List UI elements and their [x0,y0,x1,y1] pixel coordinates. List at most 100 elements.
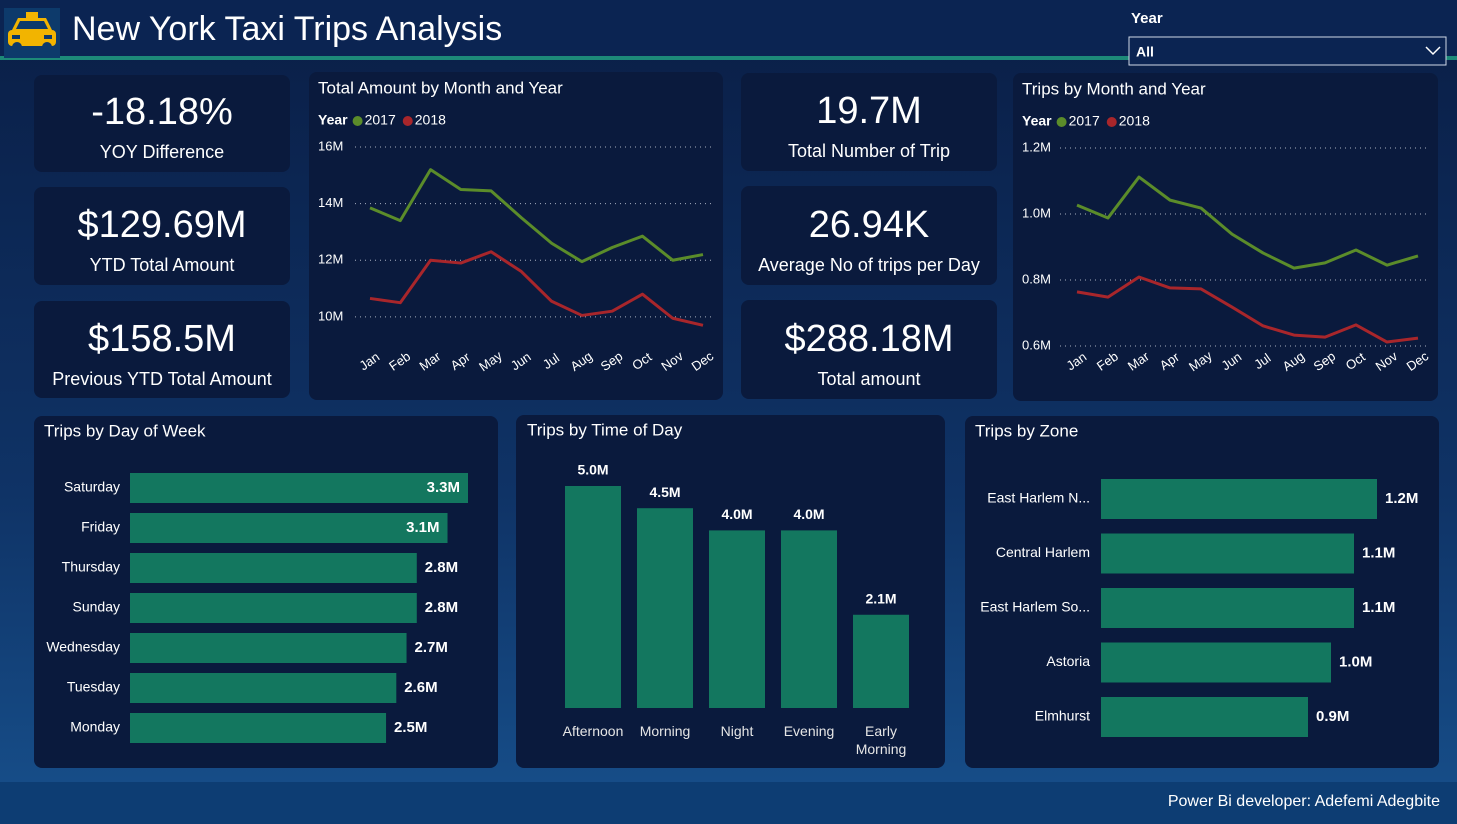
data-label: 3.3M [427,479,460,496]
data-label: 1.2M [1385,490,1418,507]
kpi-card [34,187,290,285]
bar [1101,642,1331,683]
kpi-label: YOY Difference [100,142,224,162]
legend-swatch [352,116,363,126]
y-tick-label: 14M [318,195,343,210]
taxi-icon [4,8,60,58]
bar [1101,533,1354,574]
bar [565,486,621,708]
y-tick-label: Monday [70,719,120,735]
footer-bar [0,782,1457,824]
y-tick-label: Central Harlem [996,544,1090,560]
legend-title: Year [1022,113,1052,129]
line-series [1076,175,1419,270]
bar [637,508,693,708]
chart-title: Trips by Zone [975,421,1078,440]
slicer-box[interactable] [1128,36,1447,66]
kpi-label: Previous YTD Total Amount [52,369,271,389]
line-series [1076,275,1419,344]
y-tick-label: Friday [81,519,120,535]
y-tick-label: 16M [318,138,343,153]
y-tick-label: East Harlem N... [987,490,1090,506]
legend-swatch [1056,117,1067,127]
x-tick-label: Morning [639,723,691,739]
bar [130,713,387,743]
bar [130,633,407,663]
legend-label: 2017 [365,112,396,128]
bar [130,593,417,623]
kpi-value: 19.7M [816,90,922,132]
y-tick-label: 12M [318,252,343,267]
data-label: 2.1M [865,590,896,606]
y-tick-label: Wednesday [46,639,120,655]
y-tick-label: East Harlem So... [980,599,1090,615]
slicer-chevron[interactable] [1425,46,1441,56]
kpi-card [741,186,997,285]
chart-panel [309,72,723,400]
data-label: 1.0M [1339,653,1372,670]
legend-label: 2017 [1069,113,1100,129]
kpi-label: Total amount [817,369,920,389]
bar [709,530,765,708]
data-label: 2.5M [394,719,427,736]
chart-title: Trips by Day of Week [44,421,206,440]
y-tick-label: Tuesday [67,679,120,695]
chart-panel [1013,73,1438,401]
bar [130,513,448,543]
kpi-card [741,300,997,399]
x-tick-label: Early Morning [855,723,907,757]
bar [781,530,837,708]
y-tick-label: 10M [318,308,343,323]
kpi-value: $288.18M [784,318,953,360]
data-label: 2.8M [425,599,458,616]
chart-title: Trips by Month and Year [1022,79,1206,98]
data-label: 4.0M [721,506,752,522]
legend-swatch [1106,117,1117,127]
data-label: 1.1M [1362,544,1395,561]
year-slicer[interactable]: All [1128,36,1447,66]
bar [1101,697,1308,737]
legend-swatch [402,116,413,126]
dashboard-title: New York Taxi Trips Analysis [72,10,502,48]
slicer-label: Year [1131,10,1163,27]
data-label: 4.5M [649,484,680,500]
kpi-card [34,301,290,398]
y-tick-label: 0.6M [1022,337,1051,352]
x-tick-label: Evening [783,723,835,739]
bar [130,553,417,583]
y-tick-label: 1.0M [1022,205,1051,220]
kpi-label: Total Number of Trip [788,141,950,161]
kpi-label: YTD Total Amount [90,255,235,275]
data-label: 3.1M [406,519,439,536]
kpi-value: -18.18% [91,91,233,133]
data-label: 2.7M [415,639,448,656]
bar [1101,479,1377,519]
data-label: 1.1M [1362,599,1395,616]
data-label: 5.0M [577,462,608,478]
data-label: 2.8M [425,559,458,576]
y-tick-label: Thursday [62,559,120,575]
kpi-card [34,75,290,172]
y-tick-label: 0.8M [1022,271,1051,286]
x-tick-label: Afternoon [562,723,624,739]
chart-title: Total Amount by Month and Year [318,78,563,97]
kpi-card [741,73,997,171]
x-tick-label: Night [720,723,754,739]
data-label: 2.6M [404,679,437,696]
legend-title: Year [318,112,348,128]
bar [130,473,468,503]
footer-credit: Power Bi developer: Adefemi Adegbite [1168,793,1440,810]
y-tick-label: 1.2M [1022,139,1051,154]
line-series [369,250,704,327]
y-tick-label: Elmhurst [1035,708,1090,724]
bar [853,614,909,708]
slicer-value[interactable]: All [1136,44,1154,60]
chart-title: Trips by Time of Day [527,420,683,439]
kpi-value: 26.94K [809,204,929,246]
kpi-label: Average No of trips per Day [758,255,980,275]
kpi-value: $158.5M [88,318,236,360]
y-tick-label: Saturday [64,479,120,495]
bar [130,673,397,703]
line-series [369,168,704,264]
